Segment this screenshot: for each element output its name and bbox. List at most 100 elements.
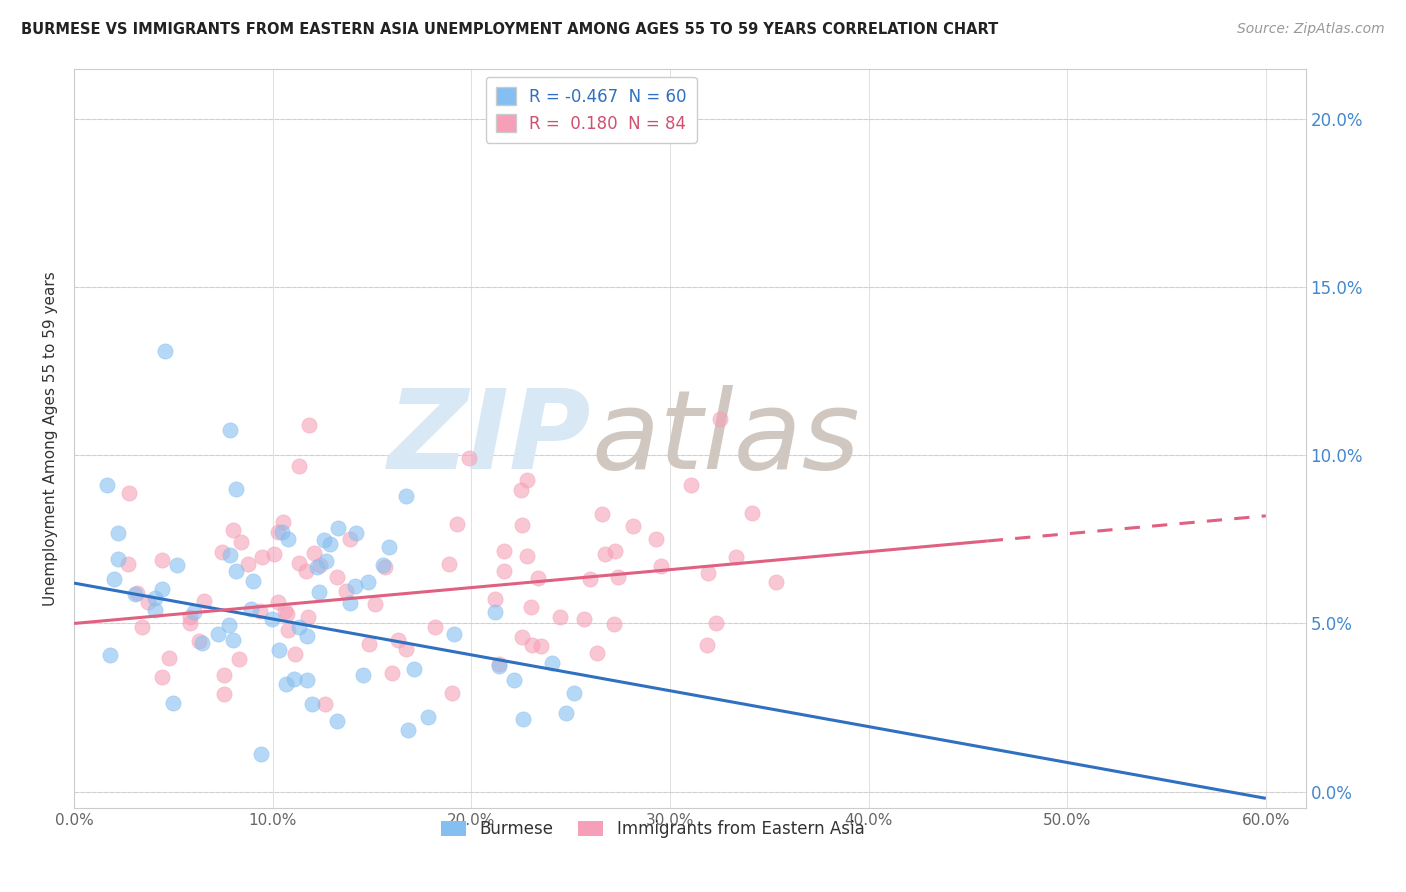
- Point: [249, 604, 271, 618]
- Point: [250, 549, 273, 564]
- Point: [152, 553, 174, 567]
- Point: [260, 612, 283, 626]
- Point: [319, 537, 342, 551]
- Point: [519, 600, 541, 615]
- Point: [591, 507, 613, 521]
- Point: [510, 517, 533, 532]
- Point: [103, 572, 125, 586]
- Point: [621, 518, 644, 533]
- Point: [263, 547, 285, 561]
- Point: [709, 412, 731, 426]
- Point: [162, 697, 184, 711]
- Point: [458, 450, 481, 465]
- Point: [212, 688, 235, 702]
- Point: [222, 524, 245, 538]
- Point: [343, 579, 366, 593]
- Point: [374, 560, 396, 574]
- Point: [179, 616, 201, 631]
- Point: [219, 423, 242, 437]
- Point: [416, 710, 439, 724]
- Point: [488, 659, 510, 673]
- Point: [697, 566, 720, 581]
- Point: [492, 564, 515, 578]
- Point: [607, 570, 630, 584]
- Point: [704, 615, 727, 630]
- Point: [218, 548, 240, 562]
- Point: [211, 545, 233, 559]
- Point: [271, 524, 294, 539]
- Point: [645, 532, 668, 546]
- Point: [98, 648, 121, 662]
- Point: [357, 575, 380, 590]
- Point: [276, 677, 298, 691]
- Point: [446, 517, 468, 532]
- Point: [295, 565, 318, 579]
- Point: [277, 532, 299, 546]
- Point: [96, 478, 118, 492]
- Point: [443, 627, 465, 641]
- Point: [526, 571, 548, 585]
- Point: [404, 662, 426, 676]
- Point: [295, 629, 318, 643]
- Point: [378, 540, 401, 554]
- Point: [396, 723, 419, 738]
- Text: BURMESE VS IMMIGRANTS FROM EASTERN ASIA UNEMPLOYMENT AMONG AGES 55 TO 59 YEARS C: BURMESE VS IMMIGRANTS FROM EASTERN ASIA …: [21, 22, 998, 37]
- Point: [179, 609, 201, 624]
- Point: [283, 672, 305, 686]
- Point: [425, 620, 447, 634]
- Point: [572, 612, 595, 626]
- Point: [725, 549, 748, 564]
- Point: [579, 572, 602, 586]
- Point: [326, 714, 349, 728]
- Point: [510, 630, 533, 644]
- Point: [187, 634, 209, 648]
- Point: [437, 557, 460, 571]
- Point: [295, 673, 318, 687]
- Point: [117, 558, 139, 572]
- Y-axis label: Unemployment Among Ages 55 to 59 years: Unemployment Among Ages 55 to 59 years: [44, 271, 58, 606]
- Point: [191, 635, 214, 649]
- Point: [381, 665, 404, 680]
- Point: [488, 657, 510, 671]
- Point: [395, 642, 418, 657]
- Point: [297, 418, 319, 433]
- Point: [312, 533, 335, 547]
- Point: [308, 558, 330, 573]
- Point: [765, 574, 787, 589]
- Point: [183, 605, 205, 619]
- Point: [510, 483, 533, 497]
- Point: [326, 521, 349, 535]
- Point: [229, 534, 252, 549]
- Point: [124, 586, 146, 600]
- Point: [344, 526, 367, 541]
- Point: [586, 647, 609, 661]
- Point: [605, 544, 627, 558]
- Point: [301, 697, 323, 711]
- Point: [118, 486, 141, 500]
- Point: [395, 489, 418, 503]
- Point: [484, 605, 506, 619]
- Point: [512, 712, 534, 726]
- Point: [107, 525, 129, 540]
- Point: [679, 478, 702, 492]
- Text: ZIP: ZIP: [388, 385, 592, 492]
- Point: [214, 668, 236, 682]
- Point: [502, 673, 524, 687]
- Point: [364, 597, 387, 611]
- Point: [207, 626, 229, 640]
- Point: [529, 639, 551, 653]
- Text: atlas: atlas: [592, 385, 860, 492]
- Point: [274, 604, 297, 618]
- Point: [271, 515, 294, 529]
- Point: [339, 533, 361, 547]
- Point: [555, 706, 578, 720]
- Point: [516, 549, 538, 563]
- Point: [357, 637, 380, 651]
- Point: [441, 686, 464, 700]
- Point: [314, 697, 336, 711]
- Point: [228, 651, 250, 665]
- Point: [308, 584, 330, 599]
- Point: [277, 623, 299, 637]
- Point: [307, 560, 329, 574]
- Point: [152, 670, 174, 684]
